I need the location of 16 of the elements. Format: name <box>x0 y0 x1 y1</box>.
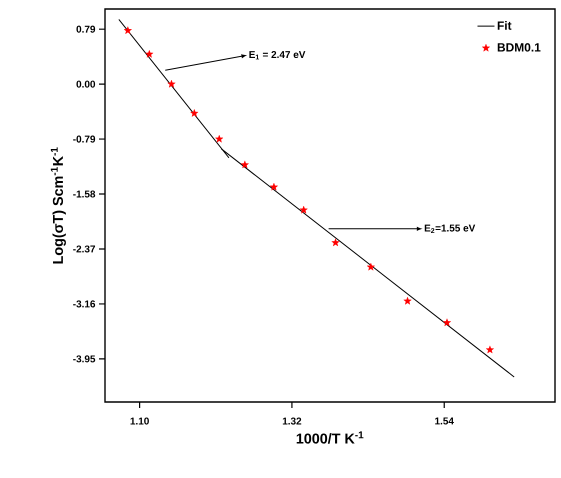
annotation: E$_{2}$=1.55 eV <box>424 224 476 233</box>
legend-label: Fit <box>498 21 512 30</box>
y-tick-label: -3.16 <box>73 300 96 308</box>
y-tick-label: -0.79 <box>73 136 96 143</box>
x-axis-title: 1000/T K$^{-1}$ <box>296 431 364 444</box>
y-axis-title: Log(σT) Scm$^{-1}$K$^{-1}$ <box>50 147 66 264</box>
y-tick-label: 0.79 <box>76 26 96 33</box>
x-tick-label: 1.32 <box>282 418 302 425</box>
y-tick-label: -2.37 <box>73 245 96 253</box>
y-tick-label: 0.00 <box>76 80 96 88</box>
y-tick-label: -3.95 <box>73 355 96 362</box>
y-tick-label: -1.58 <box>73 190 96 198</box>
legend-label: BDM0.1 <box>498 43 540 52</box>
x-tick-label: 1.54 <box>435 418 454 424</box>
x-tick-label: 1.10 <box>130 418 149 425</box>
annotation: E$_{1}$ = 2.47 eV <box>249 50 306 60</box>
